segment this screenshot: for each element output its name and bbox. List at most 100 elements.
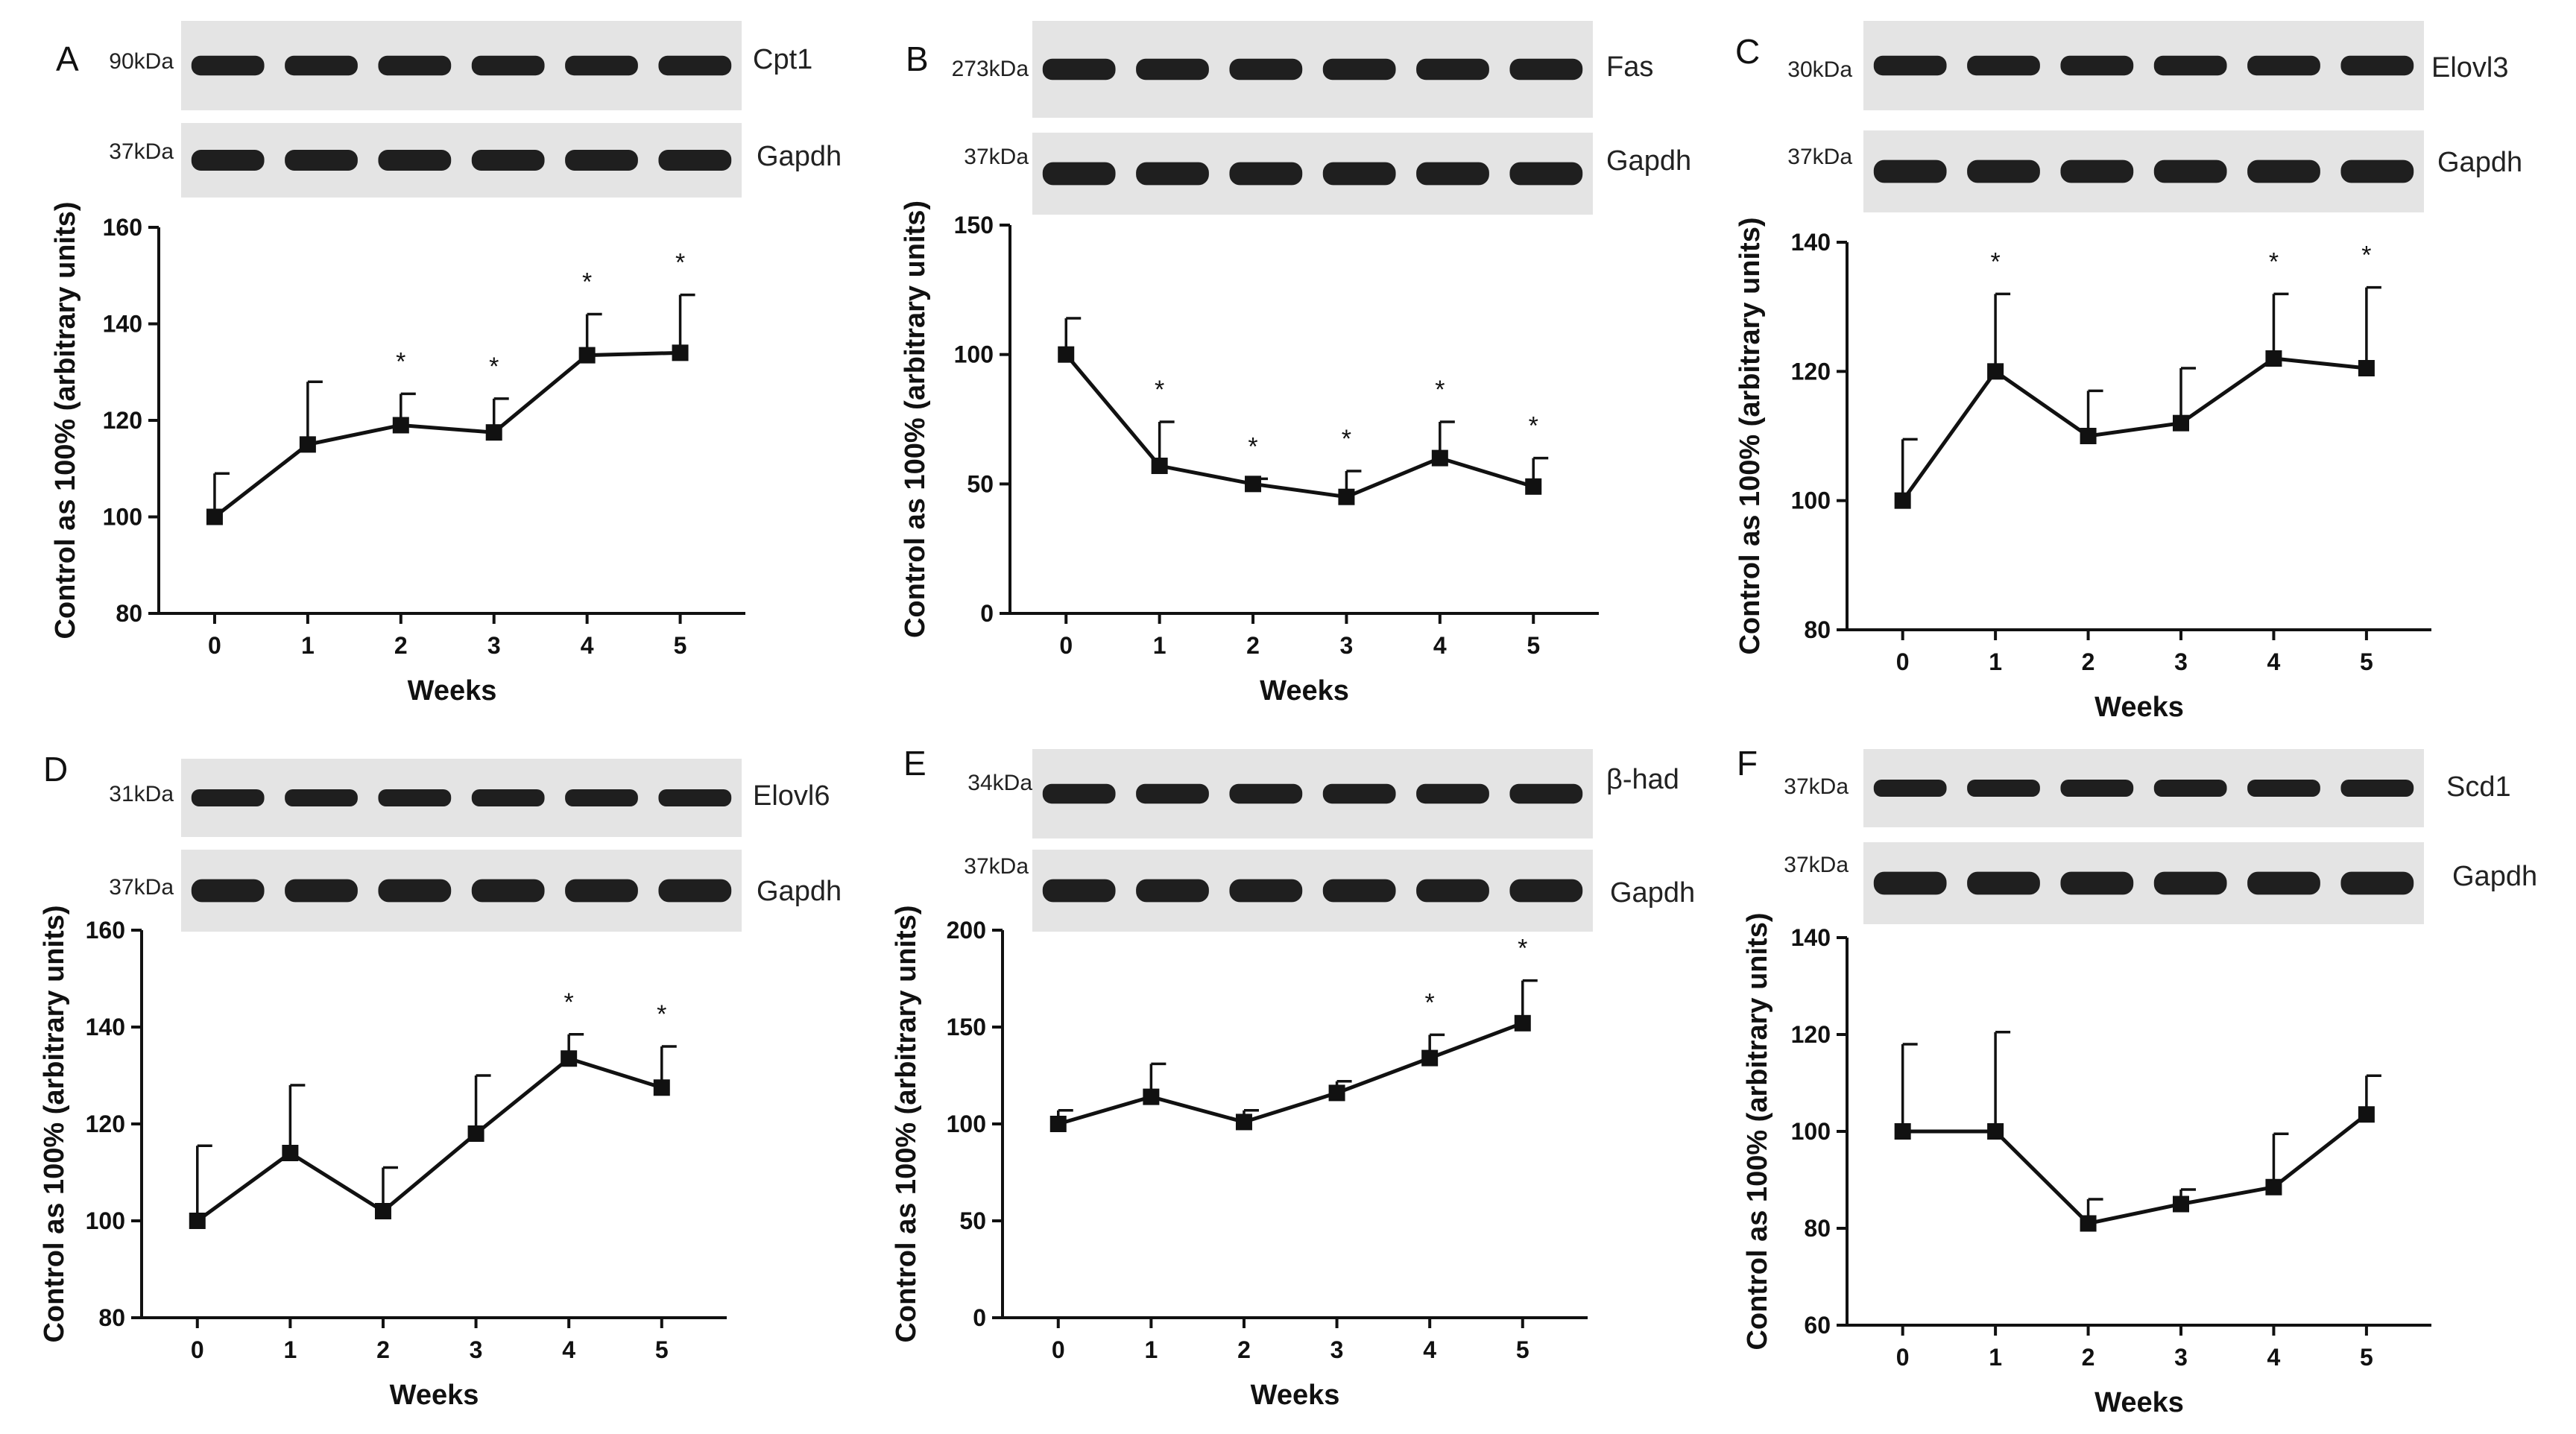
blot-band	[565, 55, 638, 76]
blot-band	[2247, 55, 2320, 76]
blot-band	[1042, 58, 1116, 80]
y-tick-label: 120	[1791, 358, 1831, 385]
blot-band	[2060, 159, 2134, 183]
blot-band	[285, 150, 358, 171]
y-tick-label: 80	[1804, 616, 1831, 643]
blot-band	[1322, 783, 1396, 804]
molecular-weight-label: 37kDa	[964, 145, 1029, 169]
y-tick-label: 140	[103, 311, 142, 338]
panel-f: F 37kDa Scd1 37kDa Gapdh 60 80 100 120 140 0 1 2 3 4 5 W…	[1737, 744, 2537, 1418]
data-point	[2080, 428, 2097, 444]
blot-band	[1229, 783, 1303, 804]
data-point	[1431, 449, 1448, 467]
data-point	[2265, 1178, 2282, 1195]
chart: 60 80 100 120 140 0 1 2 3 4 5 Weeks Control as 100% …	[1742, 912, 2431, 1418]
protein-label: Cpt1	[753, 44, 812, 75]
panel-letter: E	[903, 744, 926, 783]
significance-marker: *	[675, 249, 685, 277]
panel-b: B 273kDa Fas 37kDa Gapdh 0 50 100 150 0 1 2 3 4 5 Weeks…	[900, 21, 1691, 707]
data-point	[561, 1050, 578, 1067]
blot-membrane	[1032, 850, 1593, 932]
chart: 0 50 100 150 0 1 2 3 4 5 Weeks Control as 100% (arb…	[900, 200, 1599, 707]
blot-membrane	[1863, 21, 2424, 110]
y-axis-title: Control as 100% (arbitrary units)	[891, 905, 922, 1342]
x-tick-label: 0	[1059, 632, 1073, 659]
x-tick-label: 3	[2174, 648, 2188, 675]
protein-label: Scd1	[2446, 771, 2511, 803]
significance-marker: *	[1990, 247, 2000, 276]
blot-band	[1416, 58, 1489, 80]
x-tick-label: 3	[1340, 632, 1354, 659]
blot-band	[2340, 779, 2414, 797]
molecular-weight-label: 37kDa	[1784, 774, 1849, 799]
significance-marker: *	[1425, 988, 1435, 1017]
x-tick-label: 1	[1989, 1344, 2002, 1371]
blot-band	[1042, 162, 1116, 186]
x-tick-label: 1	[1989, 648, 2002, 675]
y-axis-title: Control as 100% (arbitrary units)	[1742, 912, 1773, 1350]
blot-band	[1967, 779, 2040, 797]
blot-target: 37kDa Scd1	[1784, 749, 2511, 827]
x-tick-label: 4	[562, 1336, 575, 1363]
y-tick-label: 120	[86, 1111, 125, 1137]
protein-label: Gapdh	[1610, 877, 1695, 909]
protein-label: Gapdh	[2437, 147, 2522, 178]
x-tick-label: 5	[2360, 1344, 2373, 1371]
y-tick-label: 0	[980, 600, 994, 627]
x-axis-title: Weeks	[1251, 1380, 1340, 1411]
data-point	[672, 344, 689, 361]
blot-membrane	[181, 21, 742, 110]
blot-band	[1967, 871, 2040, 895]
y-tick-label: 140	[1791, 229, 1831, 256]
chart: 80 100 120 140 0 1 2 3 4 5 Weeks Control as 100% (a…	[1734, 217, 2431, 723]
data-point	[1143, 1088, 1160, 1105]
data-point	[392, 417, 409, 434]
y-tick-label: 200	[947, 917, 986, 944]
data-point	[1058, 346, 1075, 363]
data-point	[374, 1203, 391, 1219]
blot-band	[1509, 879, 1583, 903]
data-point	[2358, 1106, 2375, 1123]
x-tick-label: 4	[2267, 1344, 2281, 1371]
blot-membrane	[181, 850, 742, 932]
panel-letter: A	[56, 40, 79, 78]
data-point	[467, 1125, 484, 1142]
molecular-weight-label: 34kDa	[967, 771, 1032, 795]
x-tick-label: 5	[1516, 1336, 1530, 1363]
blot-band	[191, 879, 265, 903]
blot-membrane	[1032, 133, 1593, 215]
series-line	[1064, 353, 1534, 499]
blot-band	[2247, 779, 2320, 797]
data-point	[1049, 1116, 1067, 1132]
blot-band	[1416, 783, 1489, 804]
blot-target: 90kDa Cpt1	[109, 21, 812, 110]
blot-band	[565, 789, 638, 807]
molecular-weight-label: 37kDa	[1787, 145, 1852, 169]
protein-label: Elovl3	[2431, 52, 2509, 83]
data-point	[282, 1145, 299, 1161]
blot-band	[471, 55, 545, 76]
y-tick-label: 60	[1804, 1312, 1831, 1339]
data-point	[1338, 488, 1355, 505]
protein-label: Gapdh	[2452, 861, 2537, 892]
data-point	[2080, 1215, 2097, 1232]
blot-membrane	[181, 759, 742, 837]
y-tick-label: 120	[103, 407, 142, 434]
blot-membrane	[1032, 21, 1593, 118]
blot-loading-control: 37kDa Gapdh	[109, 850, 842, 932]
blot-band	[1136, 162, 1209, 186]
blot-target: 31kDa Elovl6	[109, 759, 830, 837]
y-tick-label: 140	[86, 1014, 125, 1040]
blot-band	[1873, 871, 1947, 895]
panel-e: E 34kDa β-had 37kDa Gapdh 0 50 100 150 200 0 1 2 3 4 5 W…	[891, 744, 1695, 1411]
protein-label: Gapdh	[1606, 145, 1691, 177]
x-tick-label: 2	[1246, 632, 1260, 659]
blot-band	[1136, 879, 1209, 903]
x-tick-label: 0	[1052, 1336, 1065, 1363]
significance-marker: *	[1248, 432, 1257, 461]
blot-band	[1042, 783, 1116, 804]
y-tick-label: 50	[967, 470, 994, 497]
significance-marker: *	[396, 347, 405, 376]
blot-loading-control: 37kDa Gapdh	[964, 133, 1691, 215]
y-tick-label: 50	[959, 1207, 986, 1234]
